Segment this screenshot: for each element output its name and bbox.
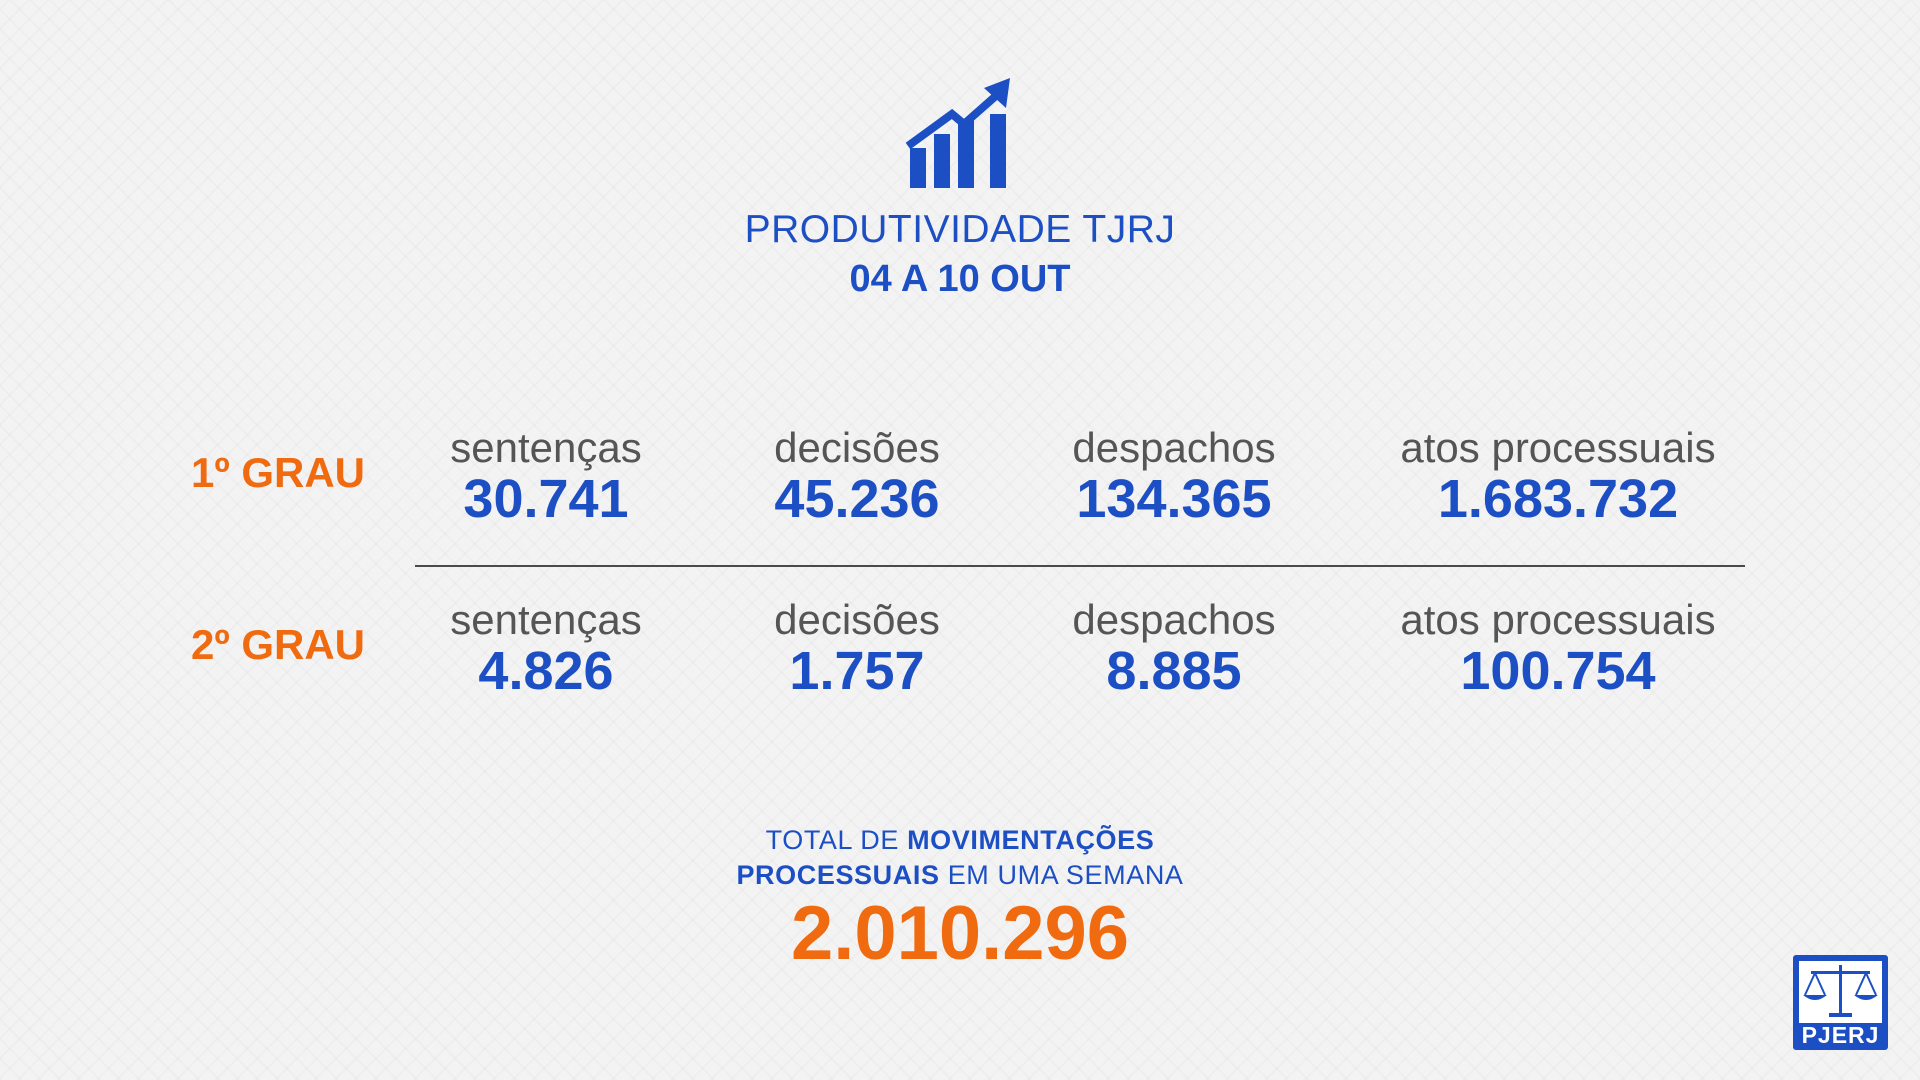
stat-label: despachos — [1072, 424, 1276, 471]
stat-value: 1.683.732 — [1437, 469, 1679, 529]
scales-of-justice-icon — [1799, 961, 1882, 1023]
stat-label: decisões — [774, 424, 940, 471]
stat-label: sentenças — [450, 596, 642, 643]
stat-value: 8.885 — [1106, 641, 1242, 701]
stat-value: 4.826 — [478, 641, 614, 701]
stat-label: decisões — [774, 596, 940, 643]
stat-2-grau-atos-processuais: atos processuais 100.754 — [1358, 596, 1758, 701]
stat-value: 1.757 — [789, 641, 925, 701]
stat-2-grau-despachos: despachos 8.885 — [974, 596, 1374, 701]
page-title: PRODUTIVIDADE TJRJ — [744, 208, 1176, 251]
stat-2-grau-decisoes: decisões 1.757 — [657, 596, 1057, 701]
stat-value: 45.236 — [774, 469, 940, 529]
total-caption-bold: PROCESSUAIS — [736, 860, 940, 890]
stat-label: sentenças — [450, 424, 642, 471]
total-caption-bold: MOVIMENTAÇÕES — [907, 825, 1155, 855]
stat-value: 100.754 — [1460, 641, 1656, 701]
row-divider — [415, 565, 1745, 567]
stat-1-grau-sentencas: sentenças 30.741 — [346, 424, 746, 529]
stat-1-grau-decisoes: decisões 45.236 — [657, 424, 1057, 529]
logo-text: PJERJ — [1801, 1022, 1880, 1048]
stat-2-grau-sentencas: sentenças 4.826 — [346, 596, 746, 701]
total-value: 2.010.296 — [790, 891, 1130, 976]
stat-1-grau-atos-processuais: atos processuais 1.683.732 — [1358, 424, 1758, 529]
stat-1-grau-despachos: despachos 134.365 — [974, 424, 1374, 529]
total-caption-regular: EM UMA SEMANA — [947, 860, 1184, 890]
growth-chart-icon — [905, 76, 1016, 190]
stat-label: atos processuais — [1400, 424, 1716, 471]
stat-label: atos processuais — [1400, 596, 1716, 643]
row-label-2-grau: 2º GRAU — [190, 621, 365, 668]
pjerj-logo: PJERJ — [1793, 955, 1888, 1050]
total-caption-line-1: TOTAL DE MOVIMENTAÇÕES — [0, 825, 1920, 856]
date-range: 04 A 10 OUT — [849, 258, 1071, 300]
row-label-1-grau: 1º GRAU — [190, 449, 365, 496]
stat-value: 30.741 — [463, 469, 629, 529]
stat-label: despachos — [1072, 596, 1276, 643]
total-caption-regular: TOTAL DE — [765, 825, 899, 855]
total-caption-line-2: PROCESSUAIS EM UMA SEMANA — [0, 860, 1920, 891]
stat-value: 134.365 — [1076, 469, 1272, 529]
